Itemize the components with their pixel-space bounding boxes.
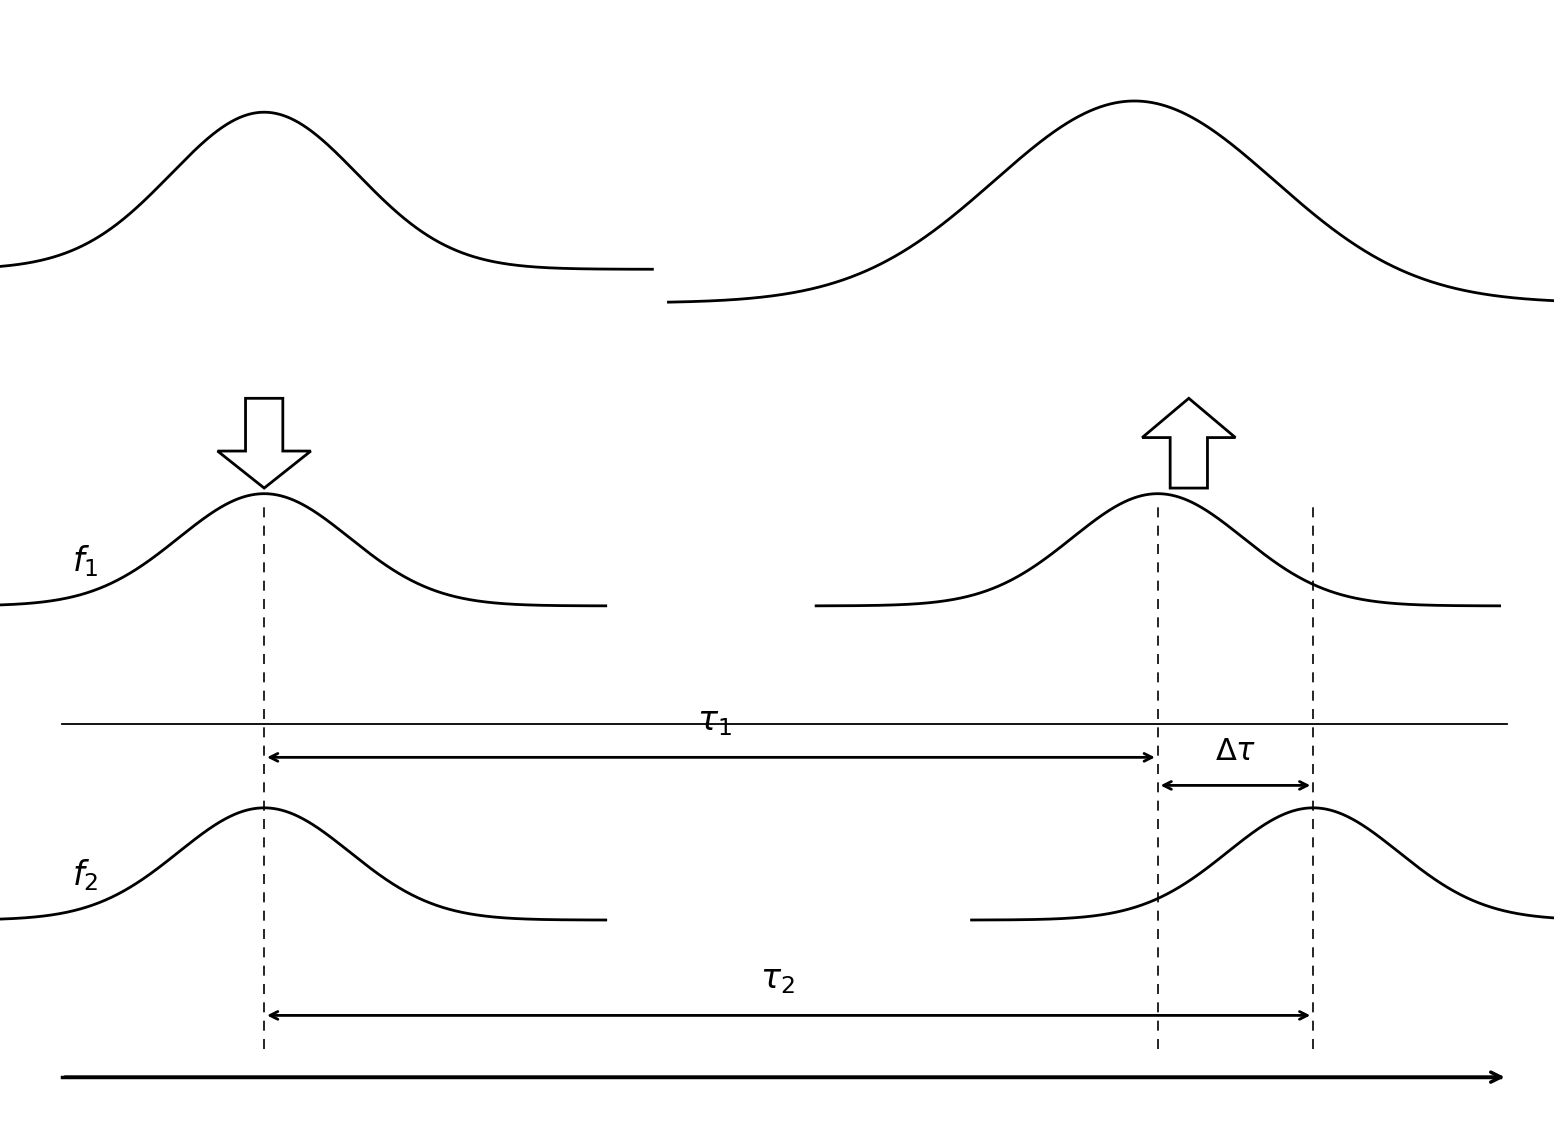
Text: $\tau_2$: $\tau_2$ [760,964,794,996]
Text: $\Delta\tau$: $\Delta\tau$ [1215,737,1256,766]
Text: $\tau_1$: $\tau_1$ [698,706,732,738]
Text: $f_1$: $f_1$ [71,543,99,579]
Polygon shape [1142,398,1235,488]
Polygon shape [218,398,311,488]
Text: $f_2$: $f_2$ [73,857,98,893]
